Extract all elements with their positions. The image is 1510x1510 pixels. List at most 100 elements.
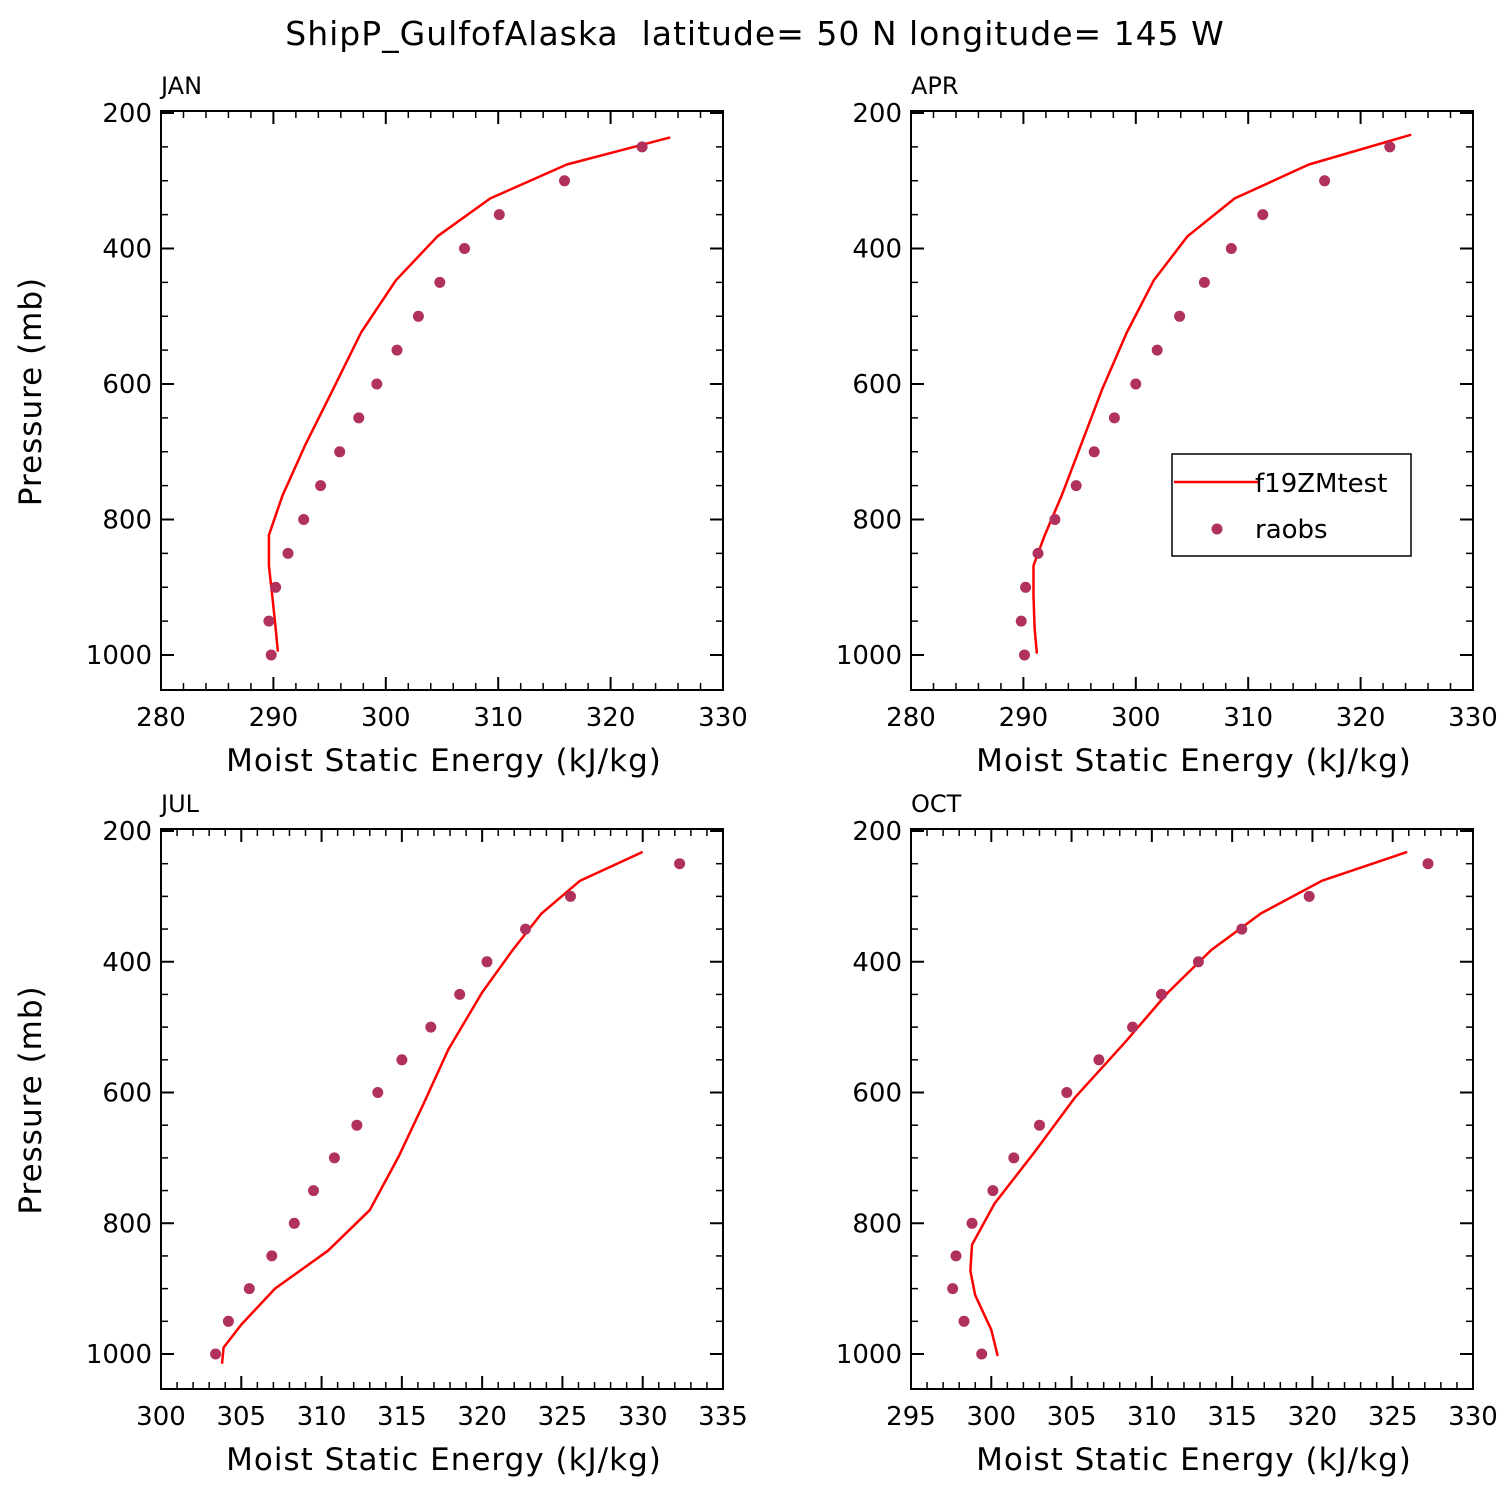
raobs-point (636, 141, 648, 153)
y-tick-label: 800 (852, 506, 902, 536)
raobs-point (298, 514, 310, 525)
series-line-f19ZMtest (1032, 133, 1412, 654)
plot-area (947, 850, 1434, 1360)
y-tick-label: 200 (852, 817, 902, 847)
x-tick-label: 280 (886, 703, 936, 733)
x-axis-title: Moist Static Energy (kJ/kg) (976, 743, 1412, 779)
x-tick-label: 325 (1368, 1402, 1418, 1432)
raobs-point (1015, 615, 1027, 627)
y-tick-label: 600 (102, 370, 152, 400)
raobs-point (1019, 649, 1030, 661)
series-line-f19ZMtest (267, 136, 671, 652)
panel-label: JUL (159, 790, 200, 818)
x-tick-label: 310 (1127, 1402, 1177, 1432)
raobs-point (266, 1250, 278, 1262)
raobs-point (947, 1283, 959, 1295)
x-tick-label: 300 (136, 1402, 186, 1432)
raobs-point (1303, 890, 1315, 902)
legend-label-obs: raobs (1255, 515, 1328, 545)
raobs-point (520, 923, 531, 935)
legend-box (1171, 453, 1412, 557)
raobs-point (950, 1250, 962, 1262)
x-axis-title: Moist Static Energy (kJ/kg) (976, 1442, 1412, 1478)
y-tick-label: 600 (852, 370, 902, 400)
x-tick-label: 300 (361, 703, 411, 733)
y-tick-label: 1000 (836, 1340, 902, 1370)
raobs-point (1192, 956, 1204, 968)
x-tick-label: 300 (1111, 703, 1161, 733)
x-tick-label: 300 (966, 1402, 1016, 1432)
raobs-point (674, 858, 686, 870)
raobs-point (282, 547, 294, 559)
plot-frame (910, 828, 1474, 1390)
raobs-point (1257, 209, 1269, 221)
plot-frame (160, 828, 724, 1390)
panel-jan: 280 290 300 310 320 330 200 400 600 800 1000 JAN Moi… (13, 72, 748, 779)
y-axis-title: Pressure (mb) (13, 985, 49, 1214)
panel-label: APR (911, 72, 959, 100)
raobs-point (353, 412, 365, 424)
plot-area (1015, 133, 1412, 661)
y-tick-label: 800 (102, 1209, 152, 1239)
raobs-point (263, 615, 275, 627)
raobs-point (372, 1087, 384, 1098)
raobs-point (459, 243, 470, 254)
y-tick-label: 600 (102, 1079, 152, 1109)
raobs-point (1049, 514, 1061, 525)
raobs-point (565, 890, 576, 902)
raobs-point (1070, 480, 1082, 492)
raobs-point (210, 1348, 222, 1360)
x-tick-label: 305 (1047, 1402, 1097, 1432)
series-line-f19ZMtest (220, 850, 644, 1364)
raobs-point (559, 175, 570, 187)
x-tick-label: 330 (698, 703, 748, 733)
raobs-point (434, 276, 446, 288)
x-tick-label: 320 (457, 1402, 507, 1432)
y-tick-label: 600 (852, 1079, 902, 1109)
legend-label-model: f19ZMtest (1255, 469, 1387, 499)
raobs-point (334, 446, 346, 458)
x-tick-label: 330 (1448, 1402, 1498, 1432)
plot-frame (160, 110, 724, 691)
y-tick-label: 800 (852, 1209, 902, 1239)
y-tick-label: 200 (102, 99, 152, 129)
panel-jul: 300 305 310 315 320 325 330 335 200 400 600 800 1000… (13, 790, 748, 1478)
y-tick-label: 200 (852, 99, 902, 129)
panel-label: JAN (159, 72, 202, 100)
raobs-point (1319, 175, 1331, 187)
y-tick-label: 400 (852, 235, 902, 265)
x-tick-label: 295 (886, 1402, 936, 1432)
raobs-point (222, 1315, 234, 1327)
raobs-point (1151, 344, 1163, 356)
x-tick-label: 335 (698, 1402, 748, 1432)
raobs-point (481, 956, 493, 968)
raobs-point (493, 209, 505, 221)
raobs-point (396, 1054, 408, 1066)
raobs-point (243, 1283, 255, 1295)
raobs-point (391, 344, 403, 356)
x-tick-label: 310 (1223, 703, 1273, 733)
raobs-point (976, 1348, 988, 1360)
x-tick-label: 310 (297, 1402, 347, 1432)
x-tick-label: 315 (377, 1402, 427, 1432)
raobs-point (1236, 923, 1248, 935)
x-tick-label: 290 (999, 703, 1049, 733)
raobs-point (412, 310, 424, 322)
raobs-point (315, 480, 327, 492)
plot-frame (910, 110, 1474, 691)
y-tick-label: 200 (102, 817, 152, 847)
raobs-point (1225, 243, 1237, 254)
x-tick-label: 290 (249, 703, 299, 733)
raobs-point (1130, 378, 1142, 390)
raobs-point (1174, 310, 1186, 322)
raobs-point (1127, 1021, 1139, 1033)
raobs-point (288, 1217, 300, 1229)
y-tick-label: 1000 (86, 641, 152, 671)
y-axis-title: Pressure (mb) (13, 277, 49, 506)
raobs-point (351, 1119, 363, 1131)
raobs-point (1384, 141, 1396, 153)
raobs-point (454, 988, 466, 1000)
raobs-point (1093, 1054, 1105, 1066)
x-tick-label: 330 (1448, 703, 1498, 733)
raobs-point (308, 1185, 319, 1197)
